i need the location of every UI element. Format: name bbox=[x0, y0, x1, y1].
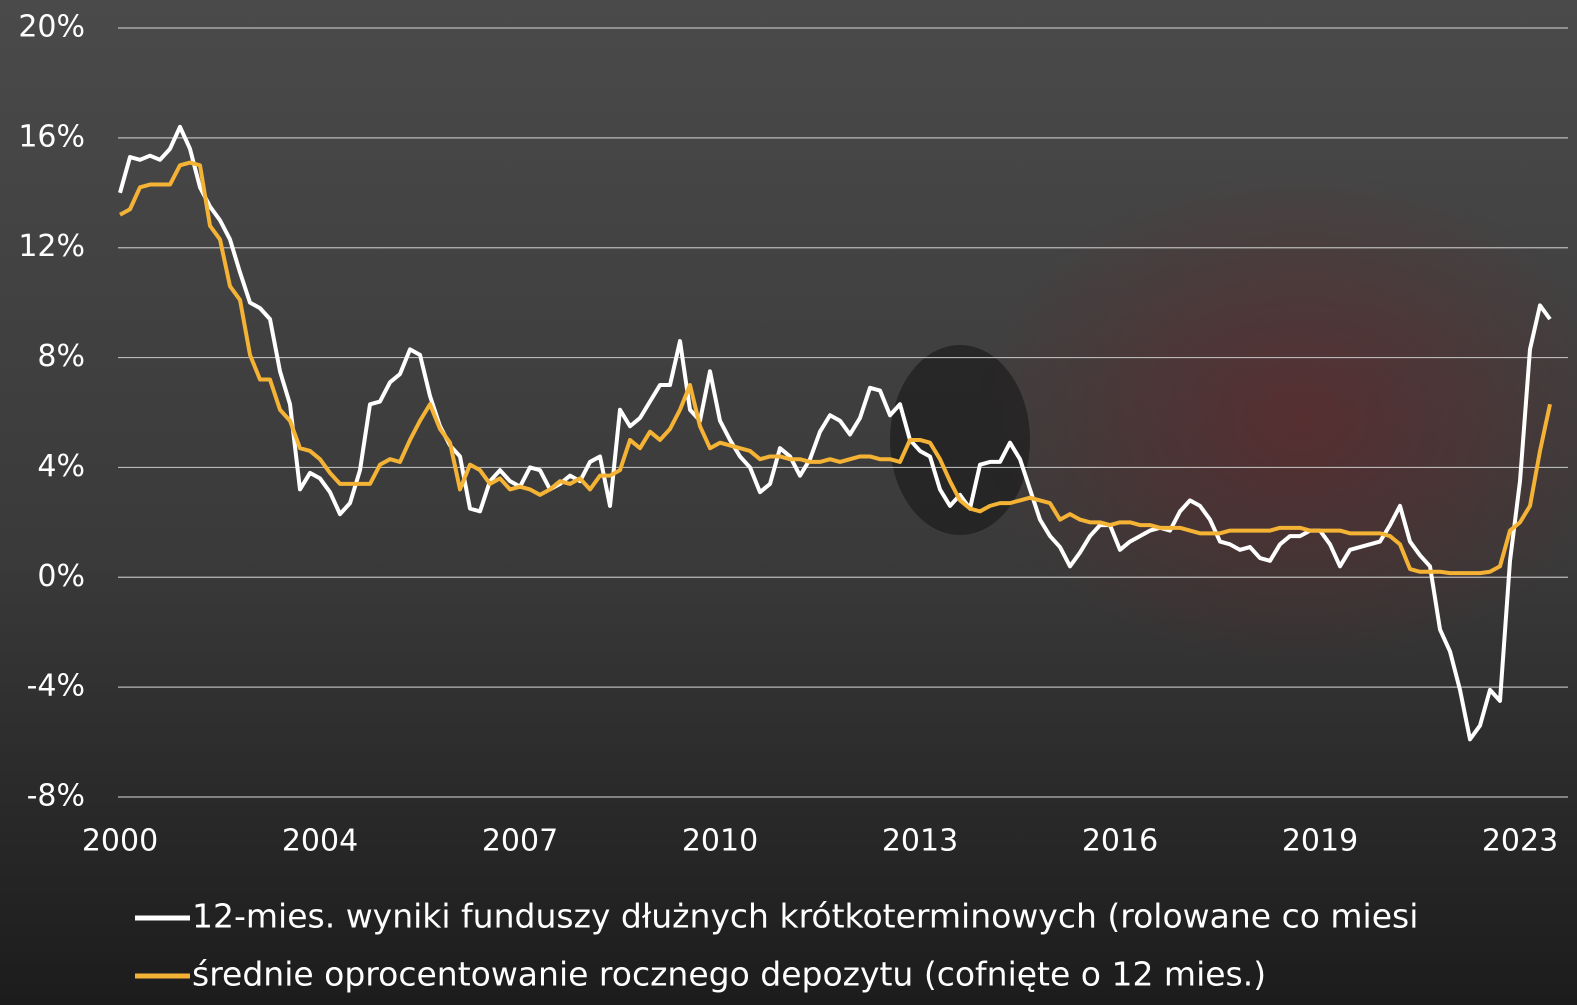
background-decoration bbox=[970, 170, 1577, 670]
x-tick-label: 2016 bbox=[1082, 824, 1158, 859]
x-tick-label: 2007 bbox=[482, 824, 558, 859]
y-tick-label: 4% bbox=[37, 449, 85, 484]
y-tick-label: -4% bbox=[27, 669, 85, 704]
y-tick-label: 8% bbox=[37, 339, 85, 374]
x-tick-label: 2010 bbox=[682, 824, 758, 859]
plot-area: -8% -4% 0% 4% 8% 12% 16% 20% 2000 2004 2007 2010 201… bbox=[18, 10, 1568, 859]
x-tick-label: 2013 bbox=[882, 824, 958, 859]
legend: 12-mies. wyniki funduszy dłużnych krótko… bbox=[135, 897, 1418, 994]
x-tick-label: 2004 bbox=[282, 824, 358, 859]
legend-label: średnie oprocentowanie rocznego depozytu… bbox=[192, 955, 1266, 994]
line-series bbox=[119, 160, 1552, 576]
x-tick-label: 2019 bbox=[1282, 824, 1358, 859]
y-tick-label: 12% bbox=[18, 229, 85, 264]
y-tick-label: 20% bbox=[18, 10, 85, 45]
y-tick-label: 0% bbox=[37, 559, 85, 594]
x-tick-label: 2000 bbox=[82, 824, 158, 859]
x-tick-label: 2023 bbox=[1482, 824, 1558, 859]
y-tick-label: 16% bbox=[18, 119, 85, 154]
background-decoration bbox=[890, 345, 1030, 535]
y-tick-label: -8% bbox=[27, 779, 85, 814]
legend-label: 12-mies. wyniki funduszy dłużnych krótko… bbox=[192, 897, 1418, 936]
